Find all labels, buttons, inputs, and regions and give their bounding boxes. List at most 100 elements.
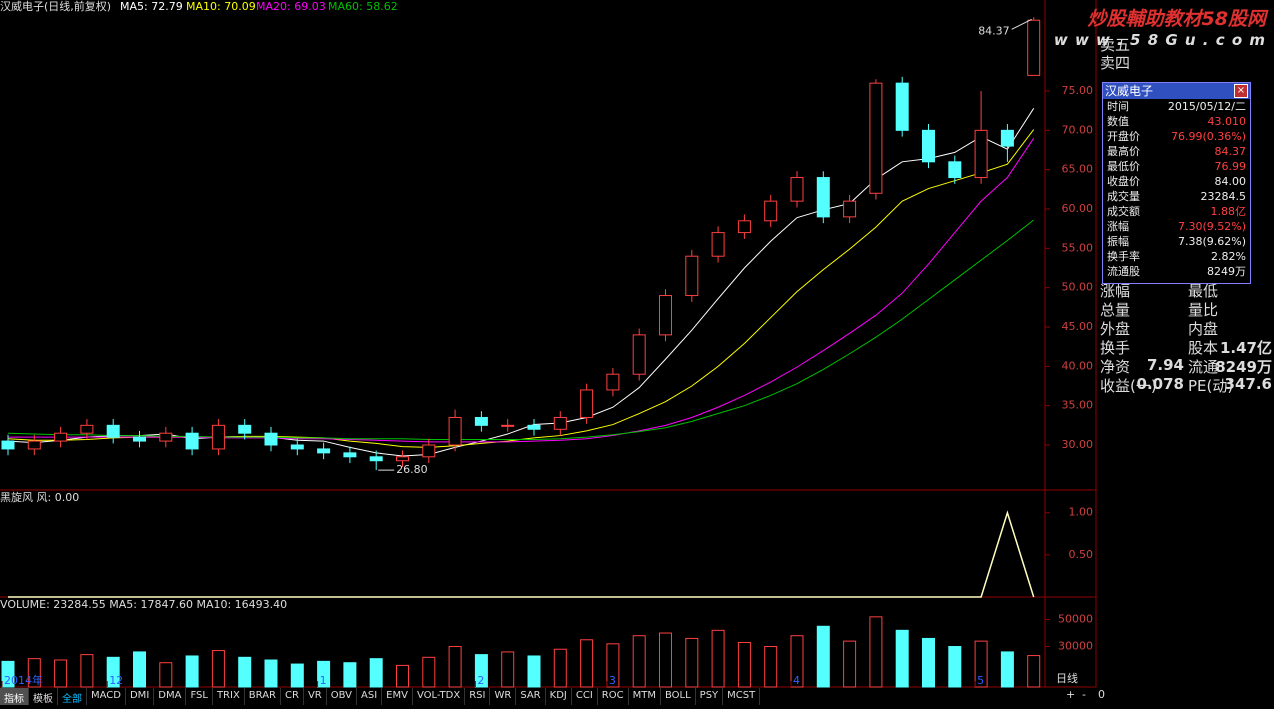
candle-body bbox=[133, 436, 146, 442]
info-text: 1.47亿 bbox=[1219, 339, 1272, 357]
popup-value: 1.88亿 bbox=[1210, 205, 1247, 218]
y-tick-label: 65.00 bbox=[1062, 163, 1094, 176]
volume-bar bbox=[422, 656, 436, 688]
candle-body bbox=[869, 82, 883, 194]
volume-bar bbox=[790, 635, 804, 688]
candle-body bbox=[290, 444, 304, 450]
popup-label: 流通股 bbox=[1107, 265, 1140, 278]
candle-body bbox=[185, 432, 199, 450]
toolbar-tab[interactable]: ROC bbox=[598, 688, 629, 705]
toolbar-tab[interactable]: KDJ bbox=[546, 688, 572, 705]
popup-label: 成交额 bbox=[1107, 205, 1140, 218]
volume-bar bbox=[264, 659, 278, 688]
annotation-label: 26.80 bbox=[396, 463, 428, 476]
candle-body bbox=[106, 424, 120, 438]
volume-bar bbox=[553, 648, 567, 688]
popup-row: 成交量 23284.5 bbox=[1103, 189, 1250, 204]
volume-bar bbox=[922, 637, 935, 688]
y-tick-label: 70.00 bbox=[1062, 123, 1094, 136]
legend-entry: MA5: 72.79 bbox=[120, 0, 183, 13]
volume-bar bbox=[396, 664, 409, 688]
watermark-title: 炒股輔助教材58股网 bbox=[1087, 8, 1266, 30]
toolbar-tab[interactable]: RSI bbox=[465, 688, 491, 705]
y-tick-label: 45.00 bbox=[1062, 320, 1094, 333]
volume-bar bbox=[895, 629, 909, 688]
toolbar-tab[interactable]: BOLL bbox=[661, 688, 696, 705]
toolbar-tab[interactable]: 模板 bbox=[29, 688, 58, 705]
volume-bar bbox=[948, 646, 962, 688]
toolbar-tab[interactable]: 全部 bbox=[58, 688, 87, 705]
toolbar-tab[interactable]: DMA bbox=[154, 688, 187, 705]
toolbar-tab[interactable]: VR bbox=[304, 688, 327, 705]
indicator-line bbox=[8, 510, 1035, 598]
zoom-button[interactable]: 0 bbox=[1098, 688, 1105, 701]
toolbar-tab[interactable]: OBV bbox=[327, 688, 357, 705]
toolbar-tab[interactable]: MACD bbox=[87, 688, 126, 705]
popup-label: 涨幅 bbox=[1107, 220, 1129, 233]
popup-value: 84.37 bbox=[1214, 145, 1247, 158]
period-label[interactable]: 日线 bbox=[1056, 672, 1078, 685]
x-tick-label: 2 bbox=[477, 674, 484, 687]
toolbar-tab[interactable]: EMV bbox=[382, 688, 413, 705]
popup-row: 最低价 76.99 bbox=[1103, 159, 1250, 174]
toolbar-tab[interactable]: SAR bbox=[516, 688, 546, 705]
info-text: 7.94 bbox=[1146, 356, 1184, 374]
candle-body bbox=[448, 416, 462, 446]
candle-body bbox=[553, 416, 567, 430]
candle-body bbox=[264, 432, 278, 446]
candle-body bbox=[606, 373, 620, 391]
info-label: 卖五 bbox=[1100, 36, 1131, 54]
popup-row: 收盘价 84.00 bbox=[1103, 174, 1250, 189]
popup-row: 换手率 2.82% bbox=[1103, 249, 1250, 264]
candle-body bbox=[659, 295, 672, 336]
candle-body bbox=[527, 424, 541, 430]
volume-bar bbox=[54, 659, 68, 688]
zoom-button[interactable]: + bbox=[1066, 688, 1076, 701]
y-tick-label: 75.00 bbox=[1062, 84, 1094, 97]
close-button[interactable]: × bbox=[1234, 84, 1248, 98]
popup-label: 振幅 bbox=[1107, 235, 1129, 248]
popup-value: 23284.5 bbox=[1200, 190, 1247, 203]
toolbar-tab[interactable]: VOL-TDX bbox=[413, 688, 466, 705]
popup-value: 84.00 bbox=[1214, 175, 1247, 188]
toolbar-tab[interactable]: CCI bbox=[572, 688, 598, 705]
candle-body bbox=[843, 200, 857, 218]
toolbar-tab[interactable]: 指标 bbox=[0, 688, 29, 705]
toolbar-tab[interactable]: WR bbox=[490, 688, 517, 705]
x-tick-label: 12 bbox=[109, 674, 123, 687]
popup-label: 数值 bbox=[1107, 115, 1129, 128]
toolbar-tab[interactable]: TRIX bbox=[213, 688, 245, 705]
toolbar-tab[interactable]: DMI bbox=[126, 688, 155, 705]
volume-bar bbox=[580, 639, 594, 688]
candle-body bbox=[501, 424, 515, 427]
toolbar-tab[interactable]: CR bbox=[281, 688, 304, 705]
toolbar-tab[interactable]: BRAR bbox=[245, 688, 281, 705]
y-tick-label: 40.00 bbox=[1062, 359, 1094, 372]
popup-value: 2015/05/12/二 bbox=[1167, 100, 1246, 113]
popup-row: 振幅 7.38(9.62%) bbox=[1103, 234, 1250, 249]
zoom-button[interactable]: - bbox=[1082, 688, 1086, 701]
volume-bar bbox=[106, 656, 120, 688]
candle-body bbox=[632, 334, 646, 375]
y-tick-label: 50000 bbox=[1058, 613, 1093, 626]
info-text: 收益(一) bbox=[1100, 377, 1157, 395]
toolbar-tab[interactable]: PSY bbox=[696, 688, 724, 705]
toolbar-tab[interactable]: ASI bbox=[357, 688, 383, 705]
candle-body bbox=[790, 177, 804, 202]
y-tick-label: 1.00 bbox=[1069, 506, 1094, 519]
candle-body bbox=[974, 129, 988, 179]
info-text: 流通 bbox=[1188, 358, 1219, 376]
volume-bar bbox=[369, 658, 383, 688]
x-tick-label: 4 bbox=[793, 674, 800, 687]
info-text: 0.078 bbox=[1136, 375, 1184, 393]
toolbar-tab[interactable]: FSL bbox=[186, 688, 213, 705]
candle-body bbox=[396, 456, 409, 462]
info-text: 外盘 bbox=[1100, 320, 1131, 338]
volume-bar bbox=[685, 637, 699, 688]
toolbar-tab[interactable]: MCST bbox=[723, 688, 761, 705]
popup-value: 8249万 bbox=[1207, 265, 1246, 278]
info-text: 内盘 bbox=[1188, 320, 1219, 338]
toolbar-tab[interactable]: MTM bbox=[629, 688, 661, 705]
info-text: 涨幅 bbox=[1100, 282, 1131, 300]
